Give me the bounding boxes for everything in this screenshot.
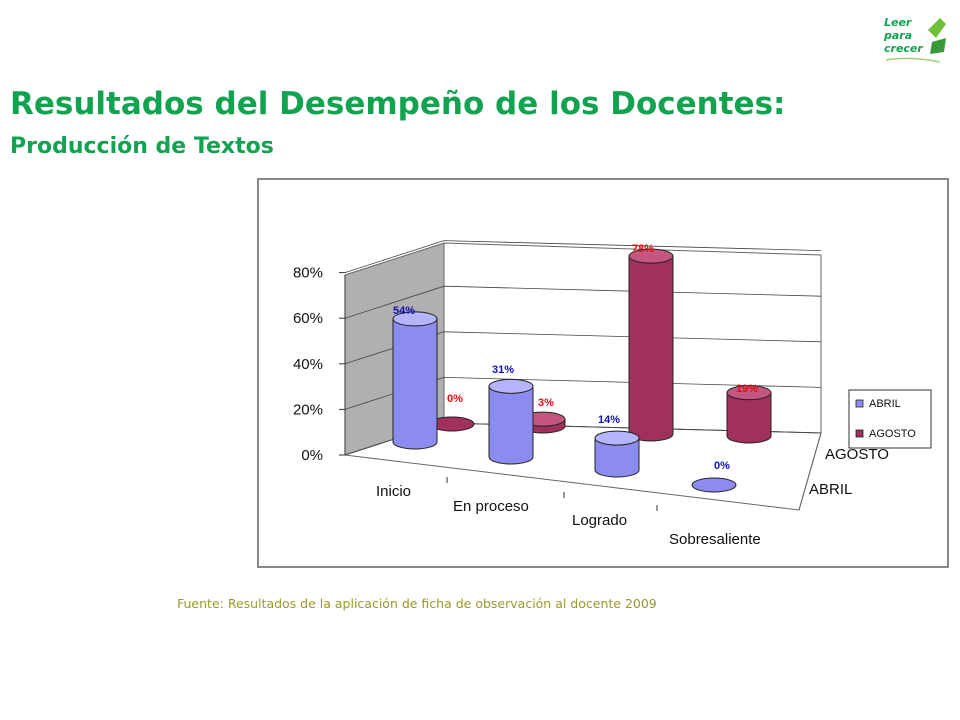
data-label: 3% (538, 397, 554, 409)
book-icon (928, 18, 946, 38)
leaf-icon (930, 38, 946, 54)
cylinder-body (392, 318, 438, 450)
data-label: 14% (598, 414, 620, 426)
cylinder-body (488, 385, 534, 465)
legend-swatch (855, 429, 864, 438)
depth-axis-label: AGOSTO (825, 446, 889, 463)
y-tick-label: 0% (301, 447, 323, 464)
page-subtitle: Producción de Textos (10, 134, 274, 159)
cylinder-bar (392, 311, 438, 450)
data-label: 19% (736, 383, 758, 395)
y-tick-label: 80% (293, 265, 323, 282)
gridline (344, 331, 822, 365)
gridline (344, 376, 822, 410)
legend-swatch (855, 399, 864, 408)
gridline (344, 285, 822, 319)
x-category-label: Inicio (376, 483, 411, 500)
bar-chart: 0% 20% 40% 60% 80% Inicio En proceso Logrado So… (293, 240, 932, 548)
y-tick-label: 60% (293, 310, 323, 327)
chart-frame: 0% 20% 40% 60% 80% Inicio En proceso Logrado So… (257, 178, 949, 568)
gridline (344, 240, 822, 273)
cylinder-body (594, 437, 640, 478)
x-category-label: Logrado (572, 512, 627, 529)
logo-line: Leer (884, 16, 912, 29)
cylinder-body (628, 255, 674, 442)
logo-line: crecer (884, 42, 923, 55)
logo-line: para (883, 29, 912, 42)
data-label: 54% (393, 305, 415, 317)
data-label: 0% (714, 460, 730, 472)
leer-para-crecer-logo: Leer para crecer (883, 16, 946, 63)
legend-label: AGOSTO (869, 428, 916, 440)
source-note: Fuente: Resultados de la aplicación de f… (177, 596, 657, 611)
page-title: Resultados del Desempeño de los Docentes… (10, 86, 786, 122)
cylinder-bar (628, 248, 674, 442)
depth-axis (798, 432, 822, 511)
cylinder-top (628, 248, 674, 264)
x-category-label: Sobresaliente (669, 531, 761, 548)
x-category-label: En proceso (453, 498, 529, 515)
cylinder-bar (594, 430, 640, 478)
cylinder-top (488, 378, 534, 394)
cylinder-bar (726, 385, 772, 444)
y-tick-label: 40% (293, 356, 323, 373)
cylinder-top (594, 430, 640, 446)
legend-label: ABRIL (869, 398, 901, 410)
data-label: 31% (492, 364, 514, 376)
cylinder-body (726, 392, 772, 444)
y-tick-label: 20% (293, 401, 323, 418)
cylinder-bar (488, 378, 534, 465)
cylinder-top (392, 311, 438, 327)
cylinder-top (726, 385, 772, 401)
depth-axis-label: ABRIL (809, 481, 852, 498)
cylinder-bar (691, 477, 737, 493)
data-label: 0% (447, 393, 463, 405)
cylinder-top (691, 477, 737, 493)
data-label: 78% (632, 243, 654, 255)
